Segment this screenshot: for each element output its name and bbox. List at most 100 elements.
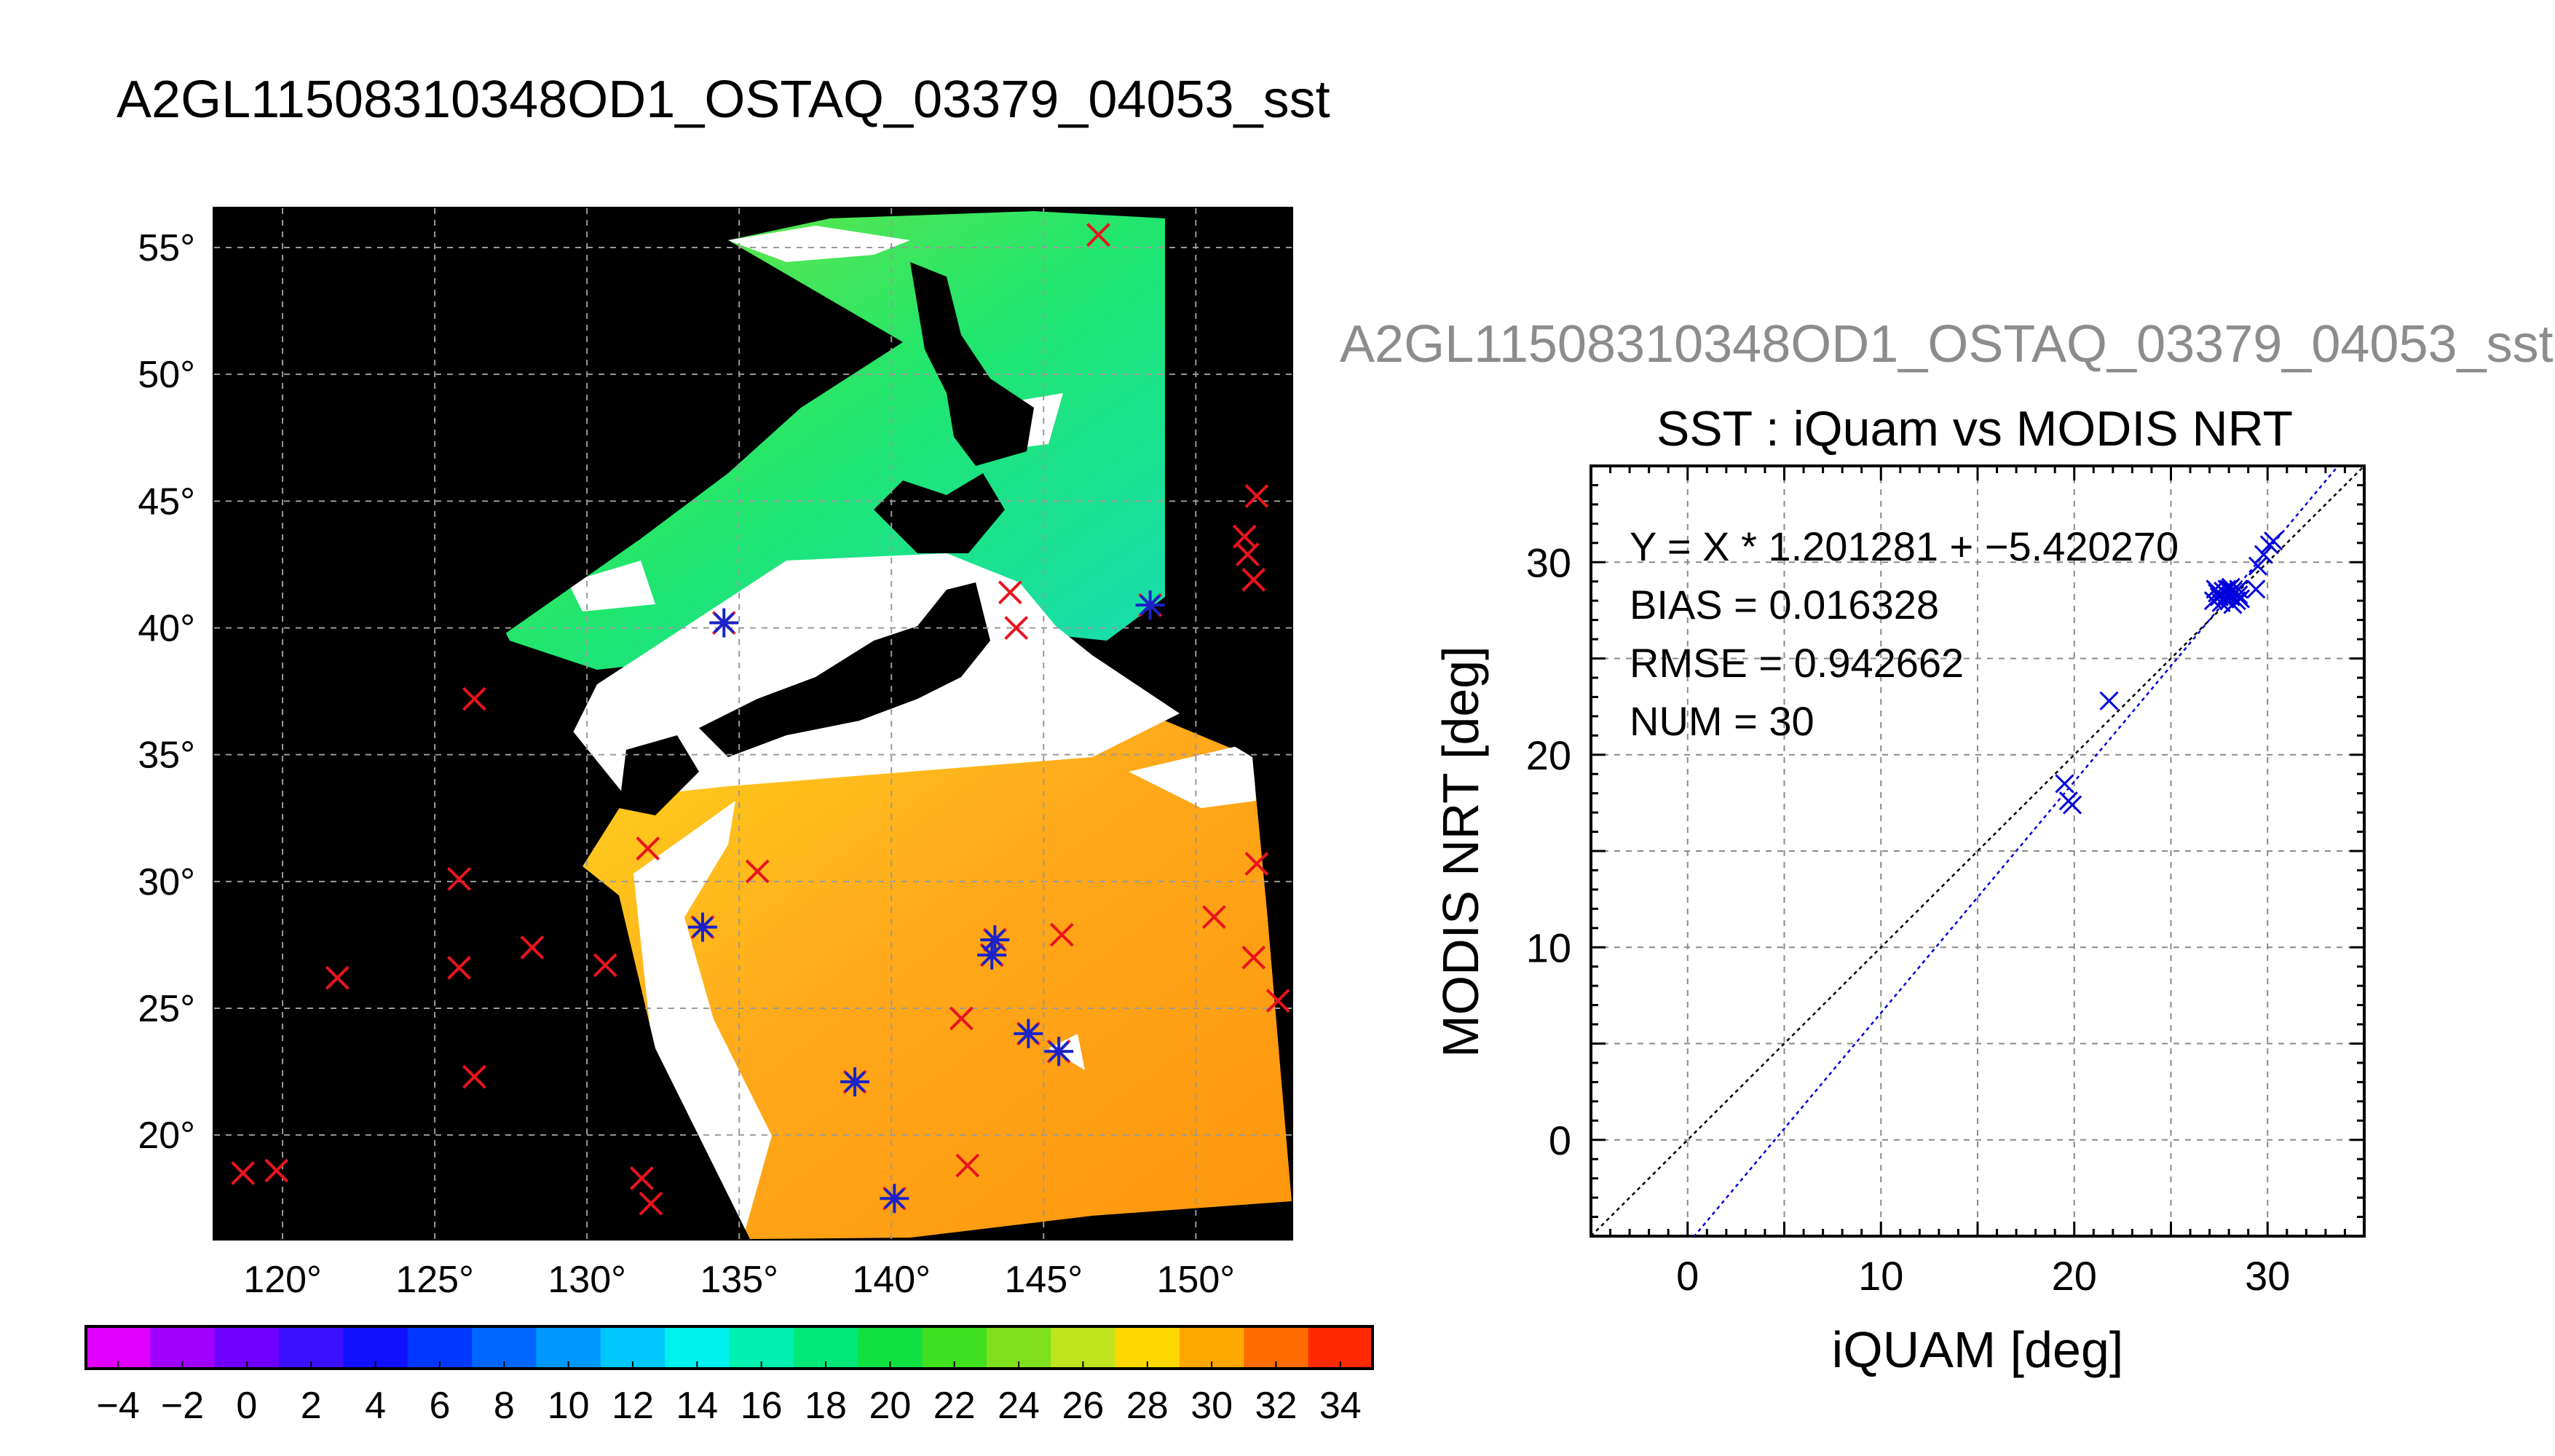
map-matchup-marker [1044, 1037, 1074, 1067]
map-matchup-marker [1086, 223, 1110, 247]
map-lon-tick-label: 125° [395, 1259, 474, 1301]
scatter-point [2227, 591, 2246, 611]
scatter-x-tick-labels: 0 10 20 30 [1676, 1253, 2290, 1299]
scatter-point [2209, 587, 2229, 606]
map-matchup-marker [1201, 905, 1226, 930]
scatter-title: SST : iQuam vs MODIS NRT [1656, 401, 2293, 456]
rmse-stat: RMSE = 0.942662 [1630, 640, 1964, 686]
map-matchup-marker [1049, 922, 1074, 947]
scatter-point [2248, 556, 2268, 576]
colorbar-tick-label: −2 [161, 1385, 204, 1427]
sst-warm-region [583, 721, 1292, 1239]
map-matchup-marker [949, 1006, 974, 1031]
map-matchup-marker [1241, 567, 1266, 592]
map-matchup-marker [231, 1161, 256, 1185]
map-matchup-marker [998, 580, 1022, 605]
map-lat-tick-label: 50° [138, 354, 195, 396]
scatter-plot-frame [1590, 464, 2366, 1238]
map-lon-tick-label: 120° [243, 1259, 322, 1301]
scatter-y-tick-label: 20 [1526, 732, 1571, 778]
scatter-y-tick-label: 10 [1526, 925, 1571, 970]
colorbar-tick-label: 12 [612, 1385, 654, 1427]
map-matchup-marker [1265, 989, 1290, 1013]
colorbar-frame [84, 1325, 1374, 1370]
colorbar-tick-label: 18 [805, 1385, 847, 1427]
map-matchup-marker [520, 935, 545, 960]
sst-colorbar [84, 1325, 1374, 1370]
colorbar-tick-label: −4 [97, 1385, 140, 1427]
scatter-point [2246, 579, 2266, 599]
map-lat-tick-label: 25° [138, 988, 195, 1030]
scatter-x-tick-label: 30 [2245, 1253, 2290, 1299]
map-lon-tick-label: 150° [1157, 1259, 1236, 1301]
scatter-point [2055, 774, 2074, 794]
colorbar-tick-label: 16 [741, 1385, 783, 1427]
map-matchup-marker [688, 912, 718, 942]
colorbar-tick-label: 2 [301, 1385, 322, 1427]
colorbar-tick-label: 10 [548, 1385, 590, 1427]
scatter-minor-ticks [1590, 464, 2366, 1238]
scatter-point [2225, 583, 2245, 603]
scatter-point [2254, 545, 2274, 564]
scatter-point [2203, 591, 2223, 611]
map-matchup-marker [977, 940, 1007, 970]
scatter-point [2221, 577, 2240, 597]
colorbar-tick-label: 28 [1126, 1385, 1169, 1427]
colorbar-tick-label: 24 [998, 1385, 1040, 1427]
scatter-point [2219, 591, 2239, 611]
scatter-grid [1591, 466, 2364, 1236]
map-matchup-marker [745, 859, 770, 884]
scatter-point [2229, 579, 2248, 599]
map-matchup-marker [880, 1184, 909, 1214]
scatter-point [2217, 579, 2237, 599]
scatter-point [2211, 593, 2231, 612]
one-to-one-line [1591, 466, 2364, 1236]
map-matchup-marker [1235, 542, 1260, 566]
map-lon-tick-label: 135° [700, 1259, 778, 1301]
scatter-y-tick-labels: 0 10 20 30 [1526, 539, 1571, 1163]
scatter-point [2211, 585, 2231, 605]
no-data-right [1129, 208, 1292, 1201]
map-matchup-markers [231, 223, 1290, 1216]
map-matchup-marker [840, 1067, 870, 1097]
map-matchup-marker [629, 1166, 654, 1190]
scatter-x-tick-label: 20 [2052, 1253, 2097, 1299]
colorbar-tick-label: 20 [869, 1385, 911, 1427]
sst-colorbar-labels: −4 −2 0 2 4 6 8 10 12 14 16 18 20 22 24 26 28 30 32 34 [97, 1385, 1362, 1427]
map-matchup-marker [955, 1153, 980, 1178]
scatter-point [2229, 585, 2248, 605]
scatter-point [2231, 589, 2251, 609]
bias-stat: BIAS = 0.016328 [1630, 582, 1939, 628]
map-lat-tick-label: 45° [138, 480, 195, 523]
colorbar-tick-label: 4 [365, 1385, 386, 1427]
scatter-y-axis-label: MODIS NRT [deg] [1432, 646, 1489, 1057]
map-matchup-marker [709, 608, 739, 638]
scatter-points [2055, 531, 2283, 815]
map-lon-labels: 120° 125° 130° 135° 140° 145° 150° [243, 1259, 1235, 1301]
scatter-point [2215, 589, 2235, 609]
map-matchup-marker [462, 687, 486, 711]
map-matchup-marker [325, 965, 350, 990]
scatter-x-tick-label: 10 [1858, 1253, 1903, 1299]
scatter-point [2063, 795, 2082, 815]
fit-line [1693, 466, 2339, 1236]
sst-map-panel: 55° 50° 45° 40° 35° 30° 25° 20° 120° 125° 130° 135… [84, 207, 1374, 1427]
scatter-y-tick-label: 30 [1526, 539, 1571, 585]
scatter-point [2219, 579, 2239, 599]
map-lat-tick-label: 55° [138, 227, 195, 269]
scatter-point [2217, 585, 2237, 605]
scatter-x-axis-label: iQUAM [deg] [1832, 1321, 2124, 1378]
scatter-point [2223, 595, 2243, 614]
scatter-x-tick-label: 0 [1676, 1253, 1699, 1299]
map-lon-tick-label: 145° [1004, 1259, 1083, 1301]
scatter-point [2221, 587, 2240, 606]
colorbar-tick-label: 34 [1319, 1385, 1362, 1427]
colorbar-tick-label: 8 [494, 1385, 515, 1427]
scatter-reference-lines [1591, 466, 2364, 1236]
scatter-point [2223, 581, 2243, 601]
scatter-point [2259, 535, 2279, 555]
no-data-left [214, 208, 750, 1239]
colorbar-tick-label: 30 [1190, 1385, 1233, 1427]
map-lat-tick-label: 40° [138, 608, 195, 650]
map-matchup-marker [447, 955, 471, 980]
